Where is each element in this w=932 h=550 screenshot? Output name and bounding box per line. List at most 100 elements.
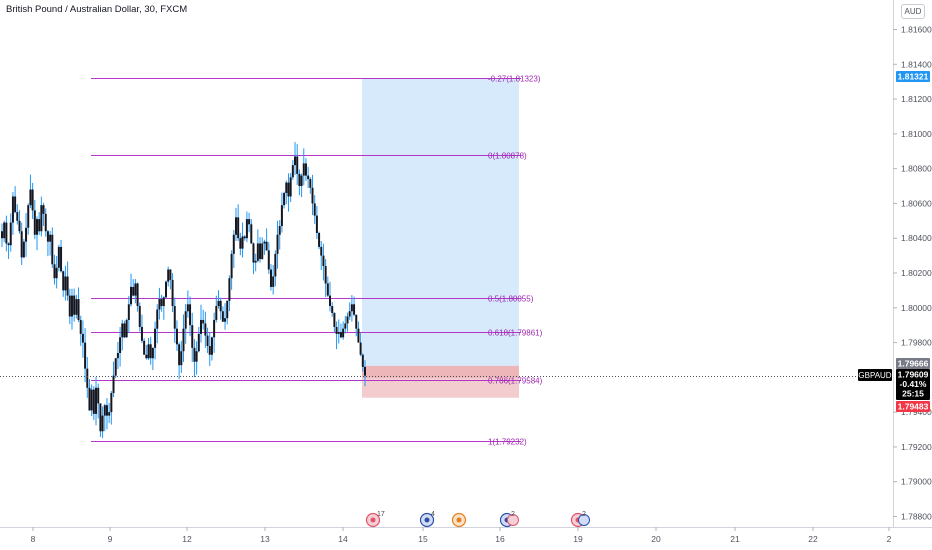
- time-tick-label: 22: [808, 534, 818, 544]
- position-zones[interactable]: [362, 78, 519, 398]
- candle-body: [123, 323, 126, 338]
- event-flag[interactable]: 4: [419, 511, 436, 528]
- candle-body: [31, 189, 34, 211]
- candle-body: [287, 182, 290, 197]
- fib-label: 0.5(1.80055): [488, 295, 534, 304]
- time-axis[interactable]: 8 9 12 13 14 15 16 19 20 21 22 2: [0, 527, 932, 544]
- candle-body: [234, 217, 237, 235]
- candle-body: [237, 217, 240, 239]
- target-price-label: 1.81321: [896, 71, 930, 82]
- candle-body: [42, 205, 45, 214]
- candle-body: [335, 326, 338, 334]
- price-axis[interactable]: 1.81600 1.81400 1.81200 1.81000 1.80800 1.806…: [893, 0, 932, 527]
- current-price-label: 1.79609-0.41%25:15: [896, 369, 930, 400]
- price-tick-label: 1.79000: [901, 477, 932, 487]
- stop-zone-band: [362, 365, 519, 378]
- entry-price-label-bg: [896, 358, 930, 369]
- candle-body: [294, 156, 297, 166]
- fib-label: 0.786(1.79584): [488, 377, 543, 386]
- candle-body: [121, 323, 124, 338]
- candle-body: [169, 269, 172, 280]
- time-tick-label: 2: [887, 534, 892, 544]
- price-tick-label: 1.81400: [901, 59, 932, 69]
- event-flag[interactable]: 2: [570, 511, 590, 528]
- stop-price-label-text: 1.79483: [898, 402, 929, 412]
- candlestick-series: [1, 142, 366, 439]
- event-flag-icon-second: [578, 514, 590, 526]
- price-tick-label: 1.79400: [901, 407, 932, 417]
- economic-events[interactable]: 17 4 2 2: [365, 511, 590, 528]
- price-tick-label: 1.80600: [901, 198, 932, 208]
- candle-body: [7, 243, 10, 246]
- current-price-label-text: -0.41%: [900, 379, 927, 389]
- symbol-tag-bg: [858, 369, 892, 381]
- candle-body: [213, 319, 216, 338]
- candle-body: [160, 299, 163, 307]
- candle-body: [64, 276, 67, 291]
- candle-body: [250, 224, 253, 244]
- candle-body: [230, 253, 233, 279]
- time-tick-label: 19: [573, 534, 583, 544]
- price-tick-label: 1.78800: [901, 512, 932, 522]
- candle-body: [339, 332, 342, 338]
- event-count: 2: [511, 511, 515, 518]
- candle-body: [315, 215, 318, 233]
- candle-body: [156, 309, 159, 329]
- candle-body: [68, 295, 71, 317]
- candle-body: [184, 311, 187, 329]
- candle-body: [151, 347, 154, 359]
- candle-body: [199, 319, 202, 334]
- candle-body: [226, 300, 229, 319]
- candle-body: [210, 337, 213, 355]
- event-flag[interactable]: 2: [499, 511, 519, 528]
- candle-body: [101, 415, 104, 432]
- target-zone[interactable]: [362, 78, 519, 366]
- candle-body: [22, 241, 25, 258]
- candle-body: [269, 269, 272, 287]
- candle-body: [195, 351, 198, 362]
- candle-body: [359, 342, 362, 355]
- candle-body: [108, 412, 111, 416]
- candle-body: [127, 304, 130, 320]
- fib-label: 1(1.79232): [488, 438, 527, 447]
- flag-icon: [456, 517, 462, 523]
- candle-body: [337, 332, 340, 334]
- candle-body: [219, 300, 222, 312]
- candle-body: [130, 286, 133, 305]
- price-tick-label: 1.81200: [901, 94, 932, 104]
- candle-body: [272, 276, 275, 287]
- event-count: 4: [431, 511, 435, 518]
- candle-body: [346, 316, 349, 324]
- time-tick-label: 16: [495, 534, 505, 544]
- currency-button[interactable]: AUD: [901, 4, 925, 19]
- candle-body: [103, 405, 106, 416]
- candle-body: [263, 241, 266, 244]
- candle-body: [283, 192, 286, 206]
- candle-body: [331, 306, 334, 314]
- current-price-label-text: 25:15: [902, 389, 924, 399]
- candle-body: [254, 260, 257, 263]
- symbol-tag: GBPAUD: [858, 369, 892, 381]
- candle-body: [53, 264, 56, 279]
- candle-body: [239, 238, 242, 249]
- candle-body: [40, 205, 43, 232]
- target-price-label-bg: [896, 71, 930, 82]
- fibonacci-retracement[interactable]: -0.27(1.81323) 0(1.80878) 0.5(1.80055) 0.61…: [91, 75, 543, 447]
- candle-body: [162, 297, 165, 307]
- candle-body: [355, 314, 358, 329]
- event-flag[interactable]: [451, 512, 467, 528]
- candle-body: [364, 366, 366, 376]
- flag-icon: [370, 517, 376, 523]
- time-tick-label: 13: [260, 534, 270, 544]
- event-flag[interactable]: 17: [365, 511, 385, 528]
- time-tick-label: 9: [108, 534, 113, 544]
- candle-body: [75, 299, 78, 315]
- time-tick-label: 20: [651, 534, 661, 544]
- candle-body: [329, 295, 332, 307]
- candle-body: [88, 387, 91, 411]
- candle-body: [267, 250, 270, 270]
- entry-price-label-text: 1.79666: [898, 359, 929, 369]
- candle-body: [55, 267, 58, 279]
- candle-body: [11, 196, 14, 223]
